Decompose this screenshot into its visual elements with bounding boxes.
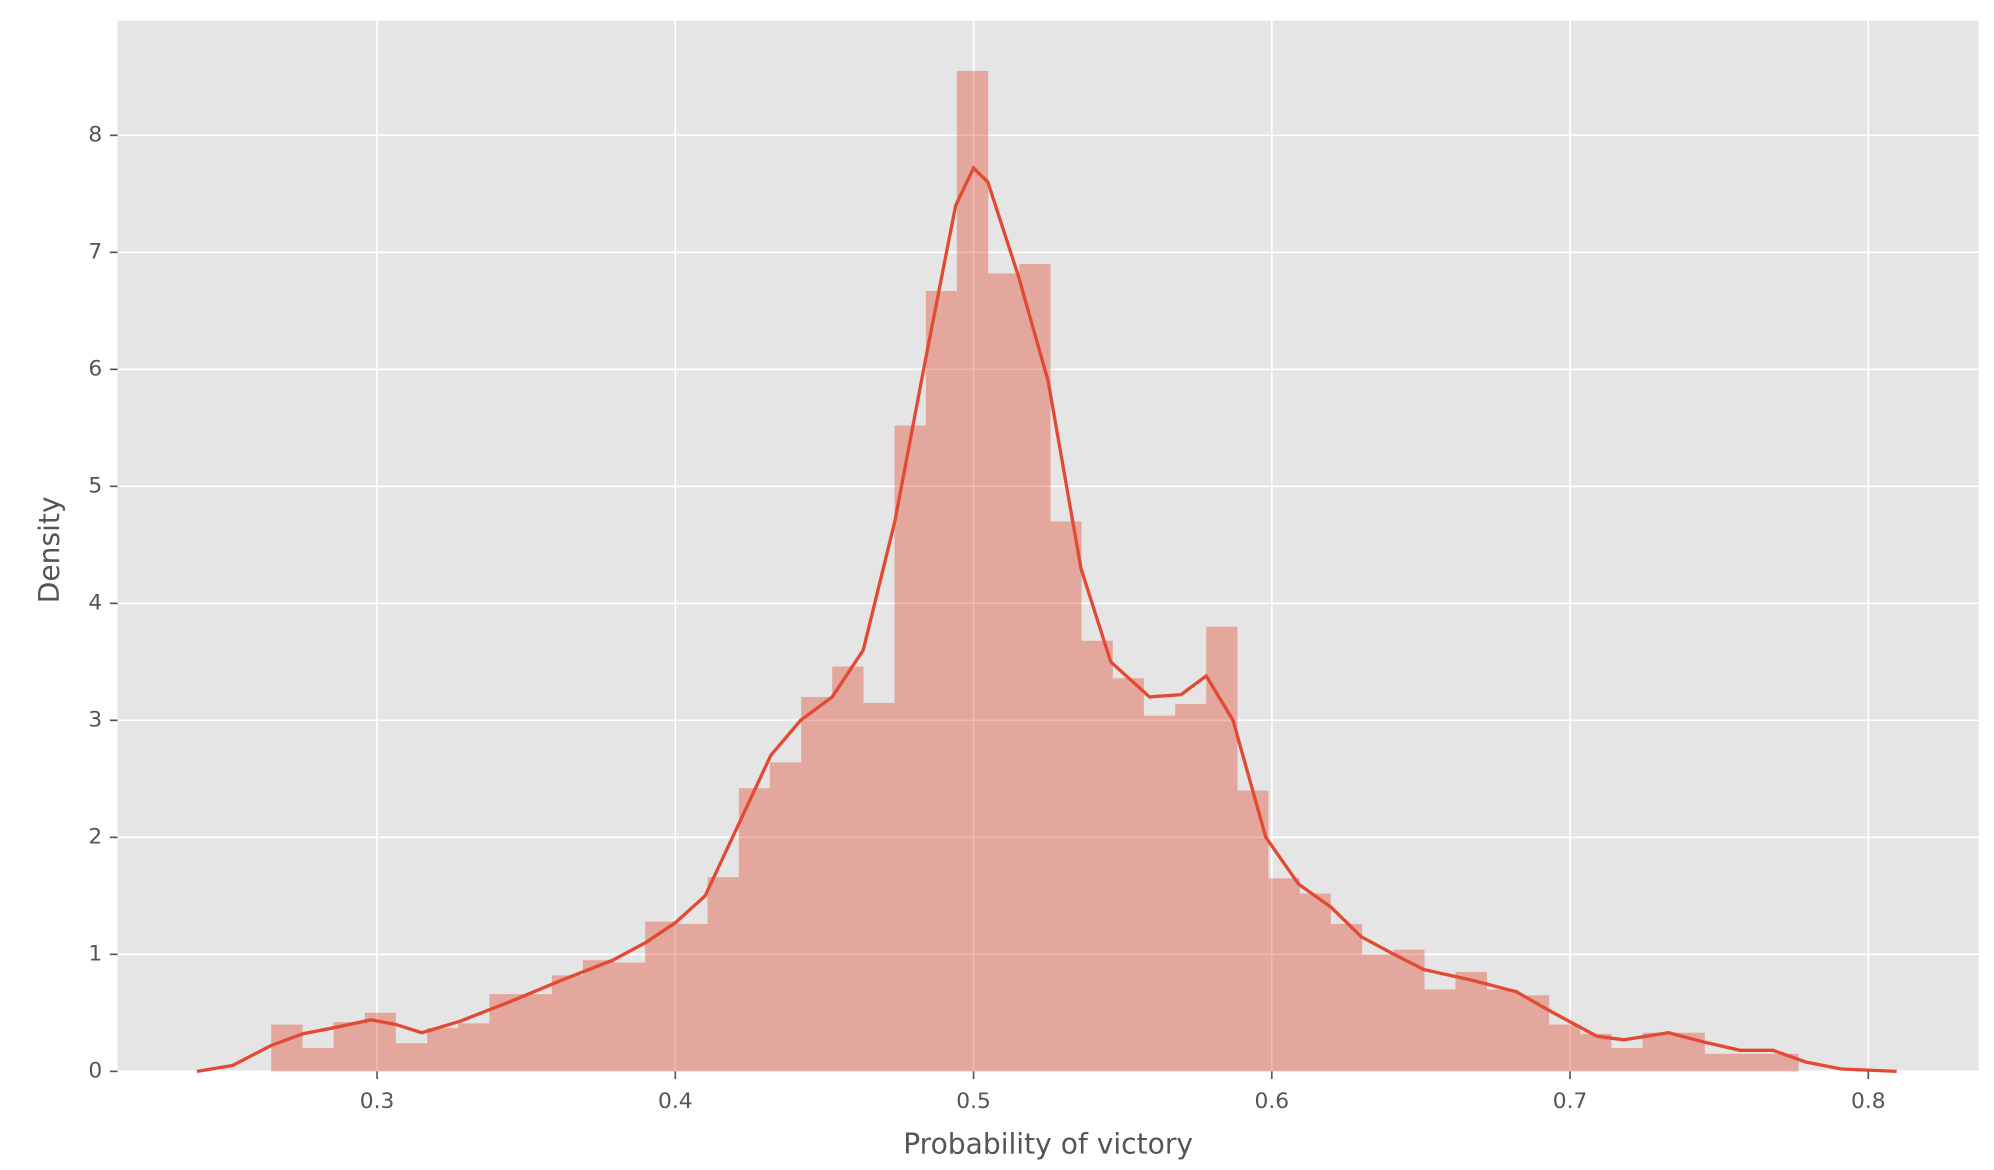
bar: [551, 975, 583, 1072]
bar: [676, 923, 708, 1072]
bar: [1019, 264, 1051, 1072]
y-tick-label: 4: [88, 590, 102, 615]
bar: [863, 702, 895, 1072]
bar: [769, 762, 802, 1072]
bar: [271, 1024, 303, 1072]
y-axis-label: Density: [33, 496, 66, 603]
bar: [1299, 893, 1331, 1072]
y-tick-label: 8: [88, 122, 102, 147]
bar: [988, 273, 1020, 1072]
bar: [738, 788, 770, 1072]
x-tick-label: 0.4: [658, 1089, 693, 1114]
x-tick-label: 0.6: [1255, 1089, 1290, 1114]
bar: [1549, 1024, 1581, 1072]
x-tick-label: 0.3: [360, 1089, 395, 1114]
bar: [1455, 971, 1487, 1072]
y-tick-label: 6: [88, 356, 102, 381]
bar: [1112, 678, 1144, 1072]
bar: [1206, 626, 1238, 1072]
bar: [614, 962, 646, 1072]
bar: [1081, 640, 1113, 1072]
x-axis-label: Probability of victory: [903, 1127, 1193, 1160]
y-tick-label: 0: [88, 1058, 102, 1083]
bar: [582, 960, 615, 1072]
bar: [1424, 989, 1456, 1072]
bar: [1268, 878, 1300, 1072]
y-tick-label: 7: [88, 239, 102, 264]
x-tick-label: 0.8: [1851, 1089, 1886, 1114]
bar: [427, 1028, 459, 1072]
bar: [520, 994, 552, 1072]
bar: [925, 290, 957, 1072]
kde-line: [196, 165, 1897, 1074]
x-tick-label: 0.5: [956, 1089, 991, 1114]
bar: [645, 921, 677, 1072]
bar: [395, 1043, 428, 1072]
bar: [1175, 703, 1207, 1072]
y-tick-label: 1: [88, 941, 102, 966]
bar: [801, 696, 833, 1072]
x-tick-label: 0.7: [1553, 1089, 1588, 1114]
y-tick-label: 2: [88, 824, 102, 849]
bar: [956, 70, 989, 1072]
bar: [1486, 989, 1518, 1072]
bar: [894, 425, 926, 1072]
bar: [832, 666, 864, 1072]
bar: [1237, 790, 1269, 1072]
bar: [489, 994, 521, 1072]
bar: [1642, 1032, 1674, 1072]
plot-area: [117, 20, 1979, 1072]
bar: [1393, 949, 1425, 1072]
y-tick-label: 3: [88, 707, 102, 732]
bar: [1704, 1053, 1737, 1072]
bar: [707, 877, 739, 1072]
bar: [1611, 1047, 1643, 1072]
y-tick-label: 5: [88, 473, 102, 498]
bar: [302, 1047, 334, 1072]
bar: [1736, 1053, 1768, 1072]
bar: [1143, 715, 1176, 1072]
bar: [1330, 923, 1363, 1072]
bar: [1362, 954, 1394, 1072]
bar: [458, 1023, 490, 1072]
bar: [333, 1022, 365, 1072]
bar: [1580, 1033, 1612, 1072]
bar: [1050, 521, 1082, 1072]
